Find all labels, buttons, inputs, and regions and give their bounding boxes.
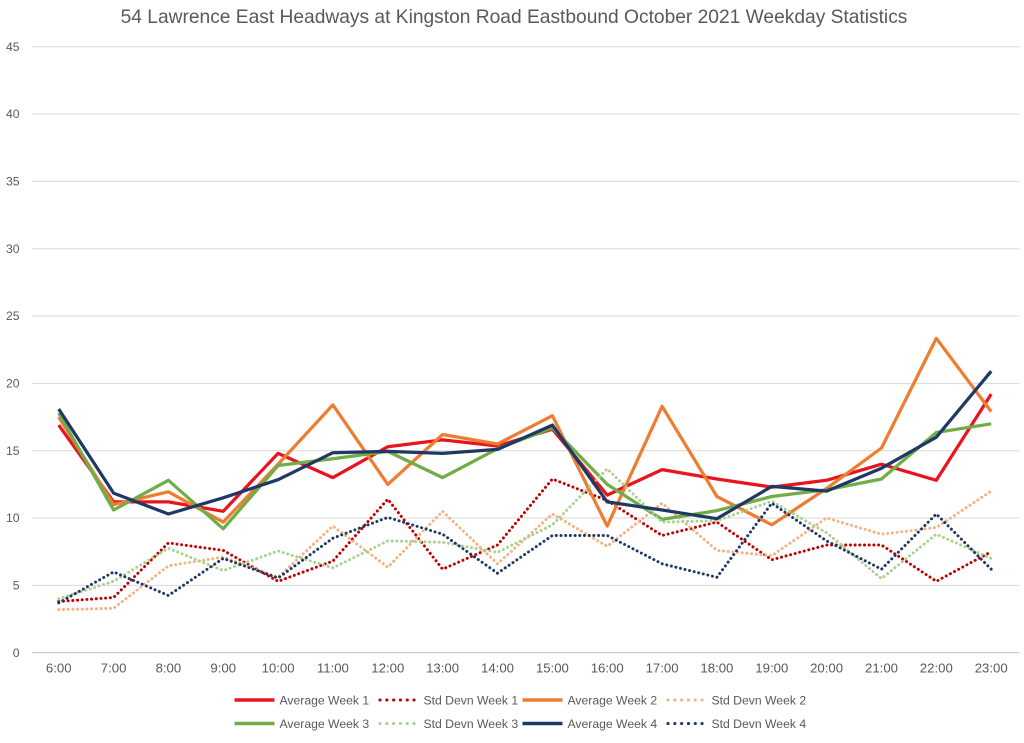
- svg-text:10: 10: [6, 511, 20, 525]
- svg-text:23:00: 23:00: [975, 661, 1008, 676]
- svg-text:Std Devn Week 1: Std Devn Week 1: [424, 693, 519, 707]
- svg-text:25: 25: [6, 309, 20, 323]
- svg-text:10:00: 10:00: [262, 661, 295, 676]
- svg-text:21:00: 21:00: [865, 661, 898, 676]
- svg-text:30: 30: [6, 242, 20, 256]
- svg-text:Std Devn Week 3: Std Devn Week 3: [424, 717, 519, 731]
- svg-text:Std Devn Week 4: Std Devn Week 4: [712, 717, 807, 731]
- svg-text:Average Week 3: Average Week 3: [280, 717, 370, 731]
- svg-text:Std Devn Week 2: Std Devn Week 2: [712, 693, 807, 707]
- svg-text:45: 45: [6, 40, 20, 54]
- svg-text:8:00: 8:00: [156, 661, 182, 676]
- svg-text:Average Week 1: Average Week 1: [280, 693, 370, 707]
- svg-text:16:00: 16:00: [591, 661, 624, 676]
- svg-text:20:00: 20:00: [810, 661, 843, 676]
- svg-text:15:00: 15:00: [536, 661, 569, 676]
- svg-text:13:00: 13:00: [426, 661, 459, 676]
- svg-text:7:00: 7:00: [101, 661, 127, 676]
- svg-text:Average Week 4: Average Week 4: [568, 717, 658, 731]
- svg-text:18:00: 18:00: [700, 661, 733, 676]
- svg-text:5: 5: [13, 579, 20, 593]
- svg-text:17:00: 17:00: [646, 661, 679, 676]
- svg-text:0: 0: [13, 646, 20, 660]
- svg-text:20: 20: [6, 377, 20, 391]
- svg-text:11:00: 11:00: [317, 661, 349, 676]
- svg-text:12:00: 12:00: [371, 661, 404, 676]
- svg-text:15: 15: [6, 444, 20, 458]
- svg-text:35: 35: [6, 175, 20, 189]
- svg-text:Average Week 2: Average Week 2: [568, 693, 658, 707]
- svg-text:9:00: 9:00: [210, 661, 236, 676]
- svg-text:40: 40: [6, 107, 20, 121]
- svg-text:14:00: 14:00: [481, 661, 514, 676]
- svg-text:6:00: 6:00: [46, 661, 72, 676]
- svg-text:22:00: 22:00: [920, 661, 953, 676]
- svg-text:19:00: 19:00: [755, 661, 788, 676]
- svg-text:54 Lawrence East Headways at K: 54 Lawrence East Headways at Kingston Ro…: [121, 7, 908, 28]
